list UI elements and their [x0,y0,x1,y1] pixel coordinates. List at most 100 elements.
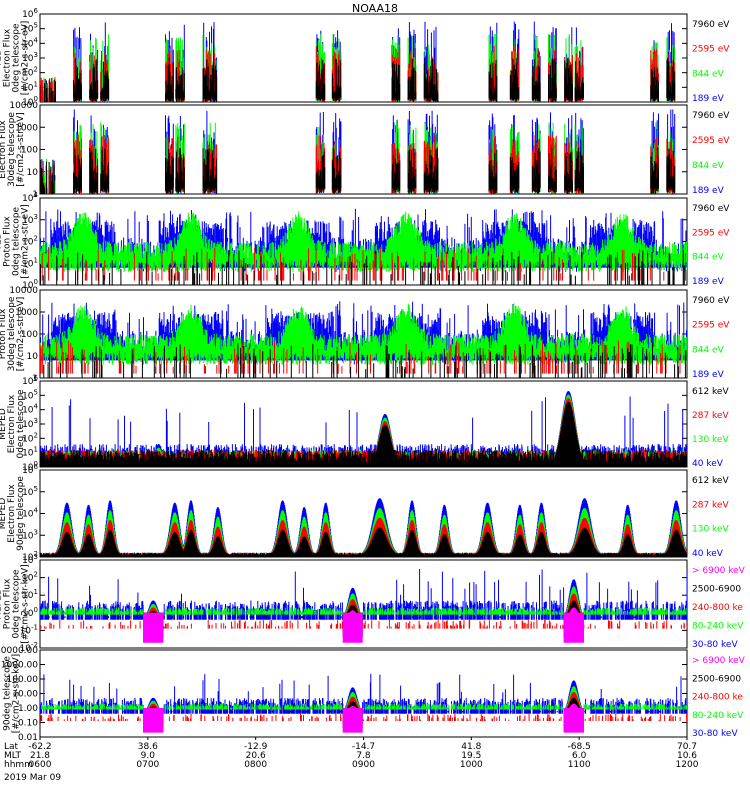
series-black [40,147,676,194]
x-tick-label: 0600 [29,760,52,770]
y-tick-label: 1000 [15,308,38,318]
y-tick-label: 106 [22,7,38,20]
x-tick-label: 0900 [352,760,375,770]
panel-8: 0.01 0.10 1.00 10.00 100.00 1000.00 10000.0090… [0,646,746,743]
legend-entry: 287 keV [692,411,729,421]
plot-title: NOAA18 [352,2,398,15]
series-black [40,527,687,557]
legend-entry: 240-800 ke [692,693,743,703]
y-tick-label: 100 [21,146,38,156]
data-marks [40,498,687,557]
legend-entry: 844 eV [692,345,725,355]
series-black [43,343,687,378]
legend-entry: 2595 eV [692,321,730,331]
legend-entry: 30-80 keV [692,640,738,650]
panel-frame [39,13,688,103]
series-green [40,586,687,627]
series-black [40,57,676,102]
panel-frame [39,104,688,195]
series-green [40,303,687,365]
legend-entry: 189 eV [692,186,725,196]
series-black [40,250,685,285]
legend-entry: 2595 eV [692,136,730,146]
x-tick-label: 1100 [568,760,591,770]
series-magenta [143,703,584,733]
x-row-label: Lat [4,742,19,752]
y-tick-label: 10 [27,352,39,362]
x-tick-label: 0800 [244,760,267,770]
legend-entry: > 6900 keV [692,656,746,666]
legend-entry: 612 keV [692,387,729,397]
y-axis-label: Proton Flux30deg telescope[#/cm2-s-str-e… [0,296,26,371]
legend-entry: 844 eV [692,69,725,79]
y-axis-label: MEPEDElectron Flux0deg telescope [0,389,26,459]
legend-entry: 130 keV [692,435,729,445]
data-marks [40,208,687,285]
legend-entry: 240-800 ke [692,603,743,613]
y-tick-label: 1000.00 [1,661,38,671]
series-black [40,401,687,467]
legend-entry: 40 keV [692,549,724,559]
legend-entry: 844 eV [692,161,725,171]
legend-entry: > 6900 keV [692,566,746,576]
x-tick-label: 0700 [136,760,159,770]
x-tick-label: -12.9 [244,742,268,752]
legend-entry: 130 keV [692,525,729,535]
legend-entry: 40 keV [692,459,724,469]
legend-entry: 844 eV [692,253,725,263]
legend-entry: 80-240 keV [692,711,744,721]
legend-entry: 7960 eV [692,296,730,306]
data-marks [40,21,676,102]
legend-entry: 7960 eV [692,20,730,30]
data-marks [40,109,676,194]
y-axis-label: MEPEDElectron Flux90deg telescope [0,476,26,551]
legend-entry: 2500-6900 [692,674,741,684]
y-tick-label: 10000 [9,286,38,296]
x-tick-label: -62.2 [28,742,51,752]
panel-frame [39,649,688,738]
data-marks [40,673,687,733]
legend-entry: 7960 eV [692,204,730,214]
y-tick-label: 10000.00 [0,646,38,656]
y-tick-label: 1.00 [18,704,38,714]
x-row-label: hhmm [4,760,33,770]
x-axis-group: Lat -62.2 38.6 -12.9 -14.7 41.8 -68.5 70.7 MLT 21… [4,737,699,770]
y-tick-label: 10000 [9,101,38,111]
legend-entry: 189 eV [692,370,725,380]
date-label: 2019 Mar 09 [4,773,61,783]
y-tick-label: 10 [27,168,39,178]
y-axis-label: MEPEDProton Flux0deg telescope[#/cm2-s-s… [0,564,31,643]
x-tick-label: 1200 [676,760,699,770]
y-axis-label: TEDElectron Flux0deg telescope[#/cm2-s-s… [0,21,31,96]
x-tick-label: 1000 [460,760,483,770]
y-tick-label: 0.10 [18,719,38,729]
y-tick-label: 10.00 [12,690,38,700]
x-tick-label: -68.5 [568,742,591,752]
legend-entry: 189 eV [692,277,725,287]
legend-entry: 30-80 keV [692,729,738,739]
x-tick-label: -14.7 [352,742,375,752]
y-tick-label: 1000 [15,123,38,133]
x-tick-label: 21.8 [30,751,50,761]
x-tick-label: 38.6 [138,742,158,752]
x-tick-label: 6.0 [572,751,587,761]
legend-entry: 2595 eV [692,228,730,238]
series-green [41,686,687,720]
y-tick-label: 104 [22,191,38,204]
legend-entry: 7960 eV [692,111,730,121]
legend-entry: 2500-6900 [692,585,741,595]
legend-entry: 2595 eV [692,45,730,55]
y-axis-label: 90deg telescope[#/cm2-s-str-keV] [3,654,22,733]
data-marks [40,391,687,467]
legend-entry: 189 eV [692,94,725,104]
legend-entry: 80-240 keV [692,622,744,632]
y-axis-label: TEDProton Flux0deg telescope[#/cm2-s-str… [0,204,31,279]
y-tick-label: 1 [32,374,38,384]
